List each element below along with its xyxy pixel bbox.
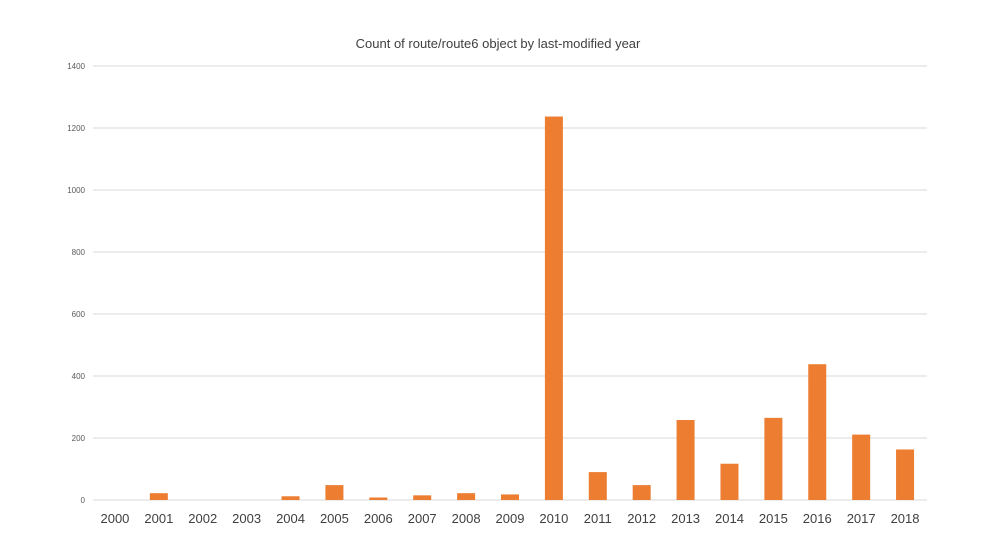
- bar-2001: [149, 493, 168, 500]
- bar-2014: [720, 463, 739, 500]
- bar-2009: [501, 494, 519, 500]
- bar-2015: [764, 417, 783, 500]
- x-tick-label: 2003: [232, 511, 261, 526]
- x-tick-label: 2016: [803, 511, 832, 526]
- y-tick-label: 800: [72, 248, 86, 257]
- x-tick-label: 2014: [715, 511, 744, 526]
- x-tick-label: 2013: [671, 511, 700, 526]
- y-tick-label: 200: [72, 434, 86, 443]
- x-tick-label: 2004: [276, 511, 305, 526]
- y-tick-label: 1400: [67, 62, 85, 71]
- y-tick-label: 400: [72, 372, 86, 381]
- bar-2011: [588, 472, 607, 500]
- bar-2012: [632, 485, 651, 500]
- x-tick-label: 2001: [144, 511, 173, 526]
- x-tick-label: 2005: [320, 511, 349, 526]
- bar-2008: [457, 493, 476, 500]
- x-tick-label: 2017: [847, 511, 876, 526]
- bar-2018: [896, 449, 915, 500]
- y-tick-label: 1200: [67, 124, 85, 133]
- bar-2016: [808, 364, 827, 500]
- y-tick-label: 0: [81, 496, 86, 505]
- x-tick-label: 2007: [408, 511, 437, 526]
- x-tick-label: 2011: [584, 511, 612, 526]
- bar-2017: [852, 434, 871, 500]
- x-tick-label: 2008: [452, 511, 481, 526]
- y-tick-label: 1000: [67, 186, 85, 195]
- bar-2005: [325, 485, 344, 500]
- x-tick-label: 2015: [759, 511, 788, 526]
- x-tick-label: 2010: [539, 511, 568, 526]
- x-tick-label: 2018: [891, 511, 920, 526]
- bar-2006: [369, 497, 388, 500]
- bar-2007: [413, 495, 432, 500]
- x-tick-label: 2002: [188, 511, 217, 526]
- bar-2010: [544, 116, 563, 500]
- x-tick-label: 2012: [627, 511, 656, 526]
- x-tick-label: 2000: [100, 511, 129, 526]
- chart-title: Count of route/route6 object by last-mod…: [355, 36, 641, 51]
- x-tick-label: 2006: [364, 511, 393, 526]
- x-tick-label: 2009: [496, 511, 525, 526]
- bar-2013: [676, 420, 695, 500]
- y-tick-label: 600: [72, 310, 86, 319]
- bar-2004: [281, 496, 300, 500]
